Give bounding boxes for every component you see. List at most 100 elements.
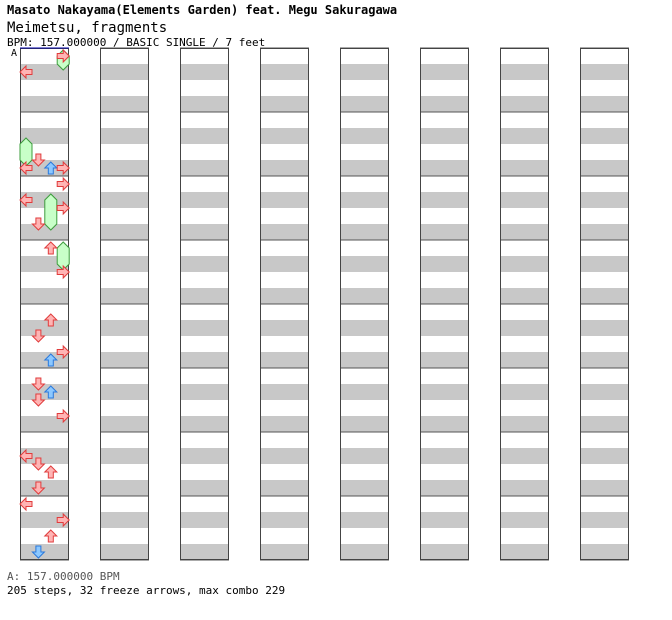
stripe <box>260 288 309 304</box>
step-arrow-up <box>43 465 59 479</box>
step-arrow-down <box>31 481 46 495</box>
stripe <box>420 448 469 464</box>
stripe <box>420 544 469 560</box>
column-border <box>340 48 389 560</box>
stripe <box>580 480 629 496</box>
stripe <box>580 416 629 432</box>
step-arrow-up <box>43 385 59 399</box>
step-arrow-right <box>56 512 70 528</box>
stripe <box>340 224 389 240</box>
step-arrow-down <box>31 217 46 231</box>
stripe <box>420 320 469 336</box>
stripe <box>580 160 629 176</box>
stripe <box>500 480 549 496</box>
step-arrow-right <box>56 160 70 176</box>
stripe <box>100 64 149 80</box>
stripe <box>260 512 309 528</box>
stripe <box>420 480 469 496</box>
stripe <box>100 352 149 368</box>
stripe <box>260 544 309 560</box>
column-border <box>420 48 469 560</box>
stripe <box>180 448 229 464</box>
stripe <box>340 448 389 464</box>
step-arrow-right <box>56 200 70 216</box>
stripe <box>180 256 229 272</box>
stripe <box>340 512 389 528</box>
stripe <box>500 160 549 176</box>
stripe <box>100 480 149 496</box>
column-border <box>180 48 229 560</box>
stripe <box>420 512 469 528</box>
stripe <box>260 320 309 336</box>
step-arrow-left <box>19 160 33 176</box>
column-border <box>500 48 549 560</box>
step-arrow-down <box>31 329 46 343</box>
column-border <box>260 48 309 560</box>
stripe <box>100 160 149 176</box>
bpm-marker-label: A <box>11 48 18 59</box>
stripe <box>420 416 469 432</box>
stripe <box>580 384 629 400</box>
stripe <box>420 288 469 304</box>
stripe <box>420 96 469 112</box>
freeze-arrow <box>44 193 58 231</box>
stripe <box>340 416 389 432</box>
step-arrow-right <box>56 264 70 280</box>
stripe <box>260 224 309 240</box>
stripe <box>340 128 389 144</box>
stripe <box>100 96 149 112</box>
step-arrow-right <box>56 176 70 192</box>
stripe <box>180 192 229 208</box>
stripe <box>20 64 69 80</box>
step-arrow-down <box>31 377 46 391</box>
stripe <box>20 416 69 432</box>
stripe <box>500 64 549 80</box>
stripe <box>500 224 549 240</box>
stripe <box>580 544 629 560</box>
stripe <box>180 544 229 560</box>
stripe <box>500 512 549 528</box>
stripe <box>420 64 469 80</box>
stripe <box>180 224 229 240</box>
stripe <box>260 192 309 208</box>
stripe <box>100 192 149 208</box>
stripe <box>500 416 549 432</box>
step-arrow-down <box>31 457 46 471</box>
stripe <box>580 96 629 112</box>
step-arrow-up <box>43 241 59 255</box>
stripe <box>500 384 549 400</box>
step-arrow-left <box>19 496 33 512</box>
step-arrow-down <box>31 153 46 167</box>
stripe <box>580 224 629 240</box>
stripe <box>20 224 69 240</box>
stripe <box>260 160 309 176</box>
chart-stats: 205 steps, 32 freeze arrows, max combo 2… <box>7 584 286 597</box>
stripe <box>340 64 389 80</box>
stripe <box>340 544 389 560</box>
stripe <box>20 288 69 304</box>
stripe <box>180 160 229 176</box>
stripe <box>500 96 549 112</box>
stripe <box>340 96 389 112</box>
song-title: Meimetsu, fragments <box>7 20 168 36</box>
stripe <box>180 352 229 368</box>
stripe <box>580 64 629 80</box>
stripe <box>420 160 469 176</box>
stripe <box>500 320 549 336</box>
stripe <box>420 256 469 272</box>
stripe <box>580 352 629 368</box>
stripe <box>340 480 389 496</box>
stripe <box>20 128 69 144</box>
stripe <box>100 448 149 464</box>
step-arrow-right <box>56 408 70 424</box>
stripe <box>260 384 309 400</box>
artist-name: Masato Nakayama(Elements Garden) feat. M… <box>7 3 398 17</box>
stripe <box>500 128 549 144</box>
stripe <box>580 512 629 528</box>
stripe <box>340 192 389 208</box>
stripe <box>420 128 469 144</box>
stripe <box>580 192 629 208</box>
stripe <box>100 416 149 432</box>
step-arrow-up <box>43 313 59 327</box>
stripe <box>180 288 229 304</box>
